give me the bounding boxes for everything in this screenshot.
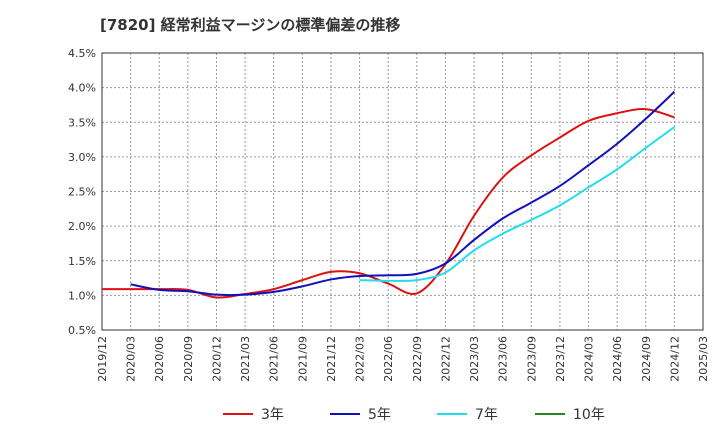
- x-tick-label: 2020/03: [125, 336, 138, 382]
- x-tick-label: 2021/12: [325, 336, 338, 382]
- x-tick-label: 2024/12: [668, 336, 681, 382]
- x-tick-label: 2022/12: [439, 336, 452, 382]
- legend-label-2: 5年: [368, 407, 391, 423]
- x-tick-label: 2019/12: [96, 336, 109, 382]
- y-tick-label: 1.5%: [68, 255, 96, 268]
- x-tick-label: 2022/06: [382, 336, 395, 382]
- x-tick-label: 2022/03: [354, 336, 367, 382]
- y-tick-label: 2.5%: [68, 186, 96, 199]
- chart-title: [7820] 経常利益マージンの標準偏差の推移: [100, 16, 401, 34]
- x-tick-label: 2021/03: [239, 336, 252, 382]
- y-tick-label: 0.5%: [68, 324, 96, 337]
- y-tick-label: 3.5%: [68, 116, 96, 129]
- x-tick-label: 2024/03: [583, 336, 596, 382]
- legend-label-3: 7年: [475, 407, 498, 423]
- y-tick-label: 4.0%: [68, 82, 96, 95]
- plot-border: [101, 52, 704, 331]
- x-tick-label: 2023/03: [468, 336, 481, 382]
- x-tick-label: 2020/06: [153, 336, 166, 382]
- series-line-2: [130, 91, 676, 297]
- x-tick-label: 2024/09: [640, 336, 653, 382]
- x-tick-label: 2021/06: [268, 336, 281, 382]
- x-tick-label: 2021/09: [296, 336, 309, 382]
- y-tick-label: 2.0%: [68, 220, 96, 233]
- legend-label-4: 10年: [573, 407, 605, 423]
- series-line-3: [359, 126, 675, 283]
- x-tick-label: 2020/09: [182, 336, 195, 382]
- x-tick-label: 2025/03: [697, 336, 710, 382]
- y-tick-label: 3.0%: [68, 151, 96, 164]
- x-tick-label: 2024/06: [611, 336, 624, 382]
- legend-label-1: 3年: [261, 407, 284, 423]
- x-tick-label: 2020/12: [210, 336, 223, 382]
- y-tick-label: 1.0%: [68, 289, 96, 302]
- x-tick-label: 2023/06: [497, 336, 510, 382]
- x-tick-label: 2023/12: [554, 336, 567, 382]
- x-tick-label: 2023/09: [525, 336, 538, 382]
- x-tick-label: 2022/09: [411, 336, 424, 382]
- y-tick-label: 4.5%: [68, 47, 96, 60]
